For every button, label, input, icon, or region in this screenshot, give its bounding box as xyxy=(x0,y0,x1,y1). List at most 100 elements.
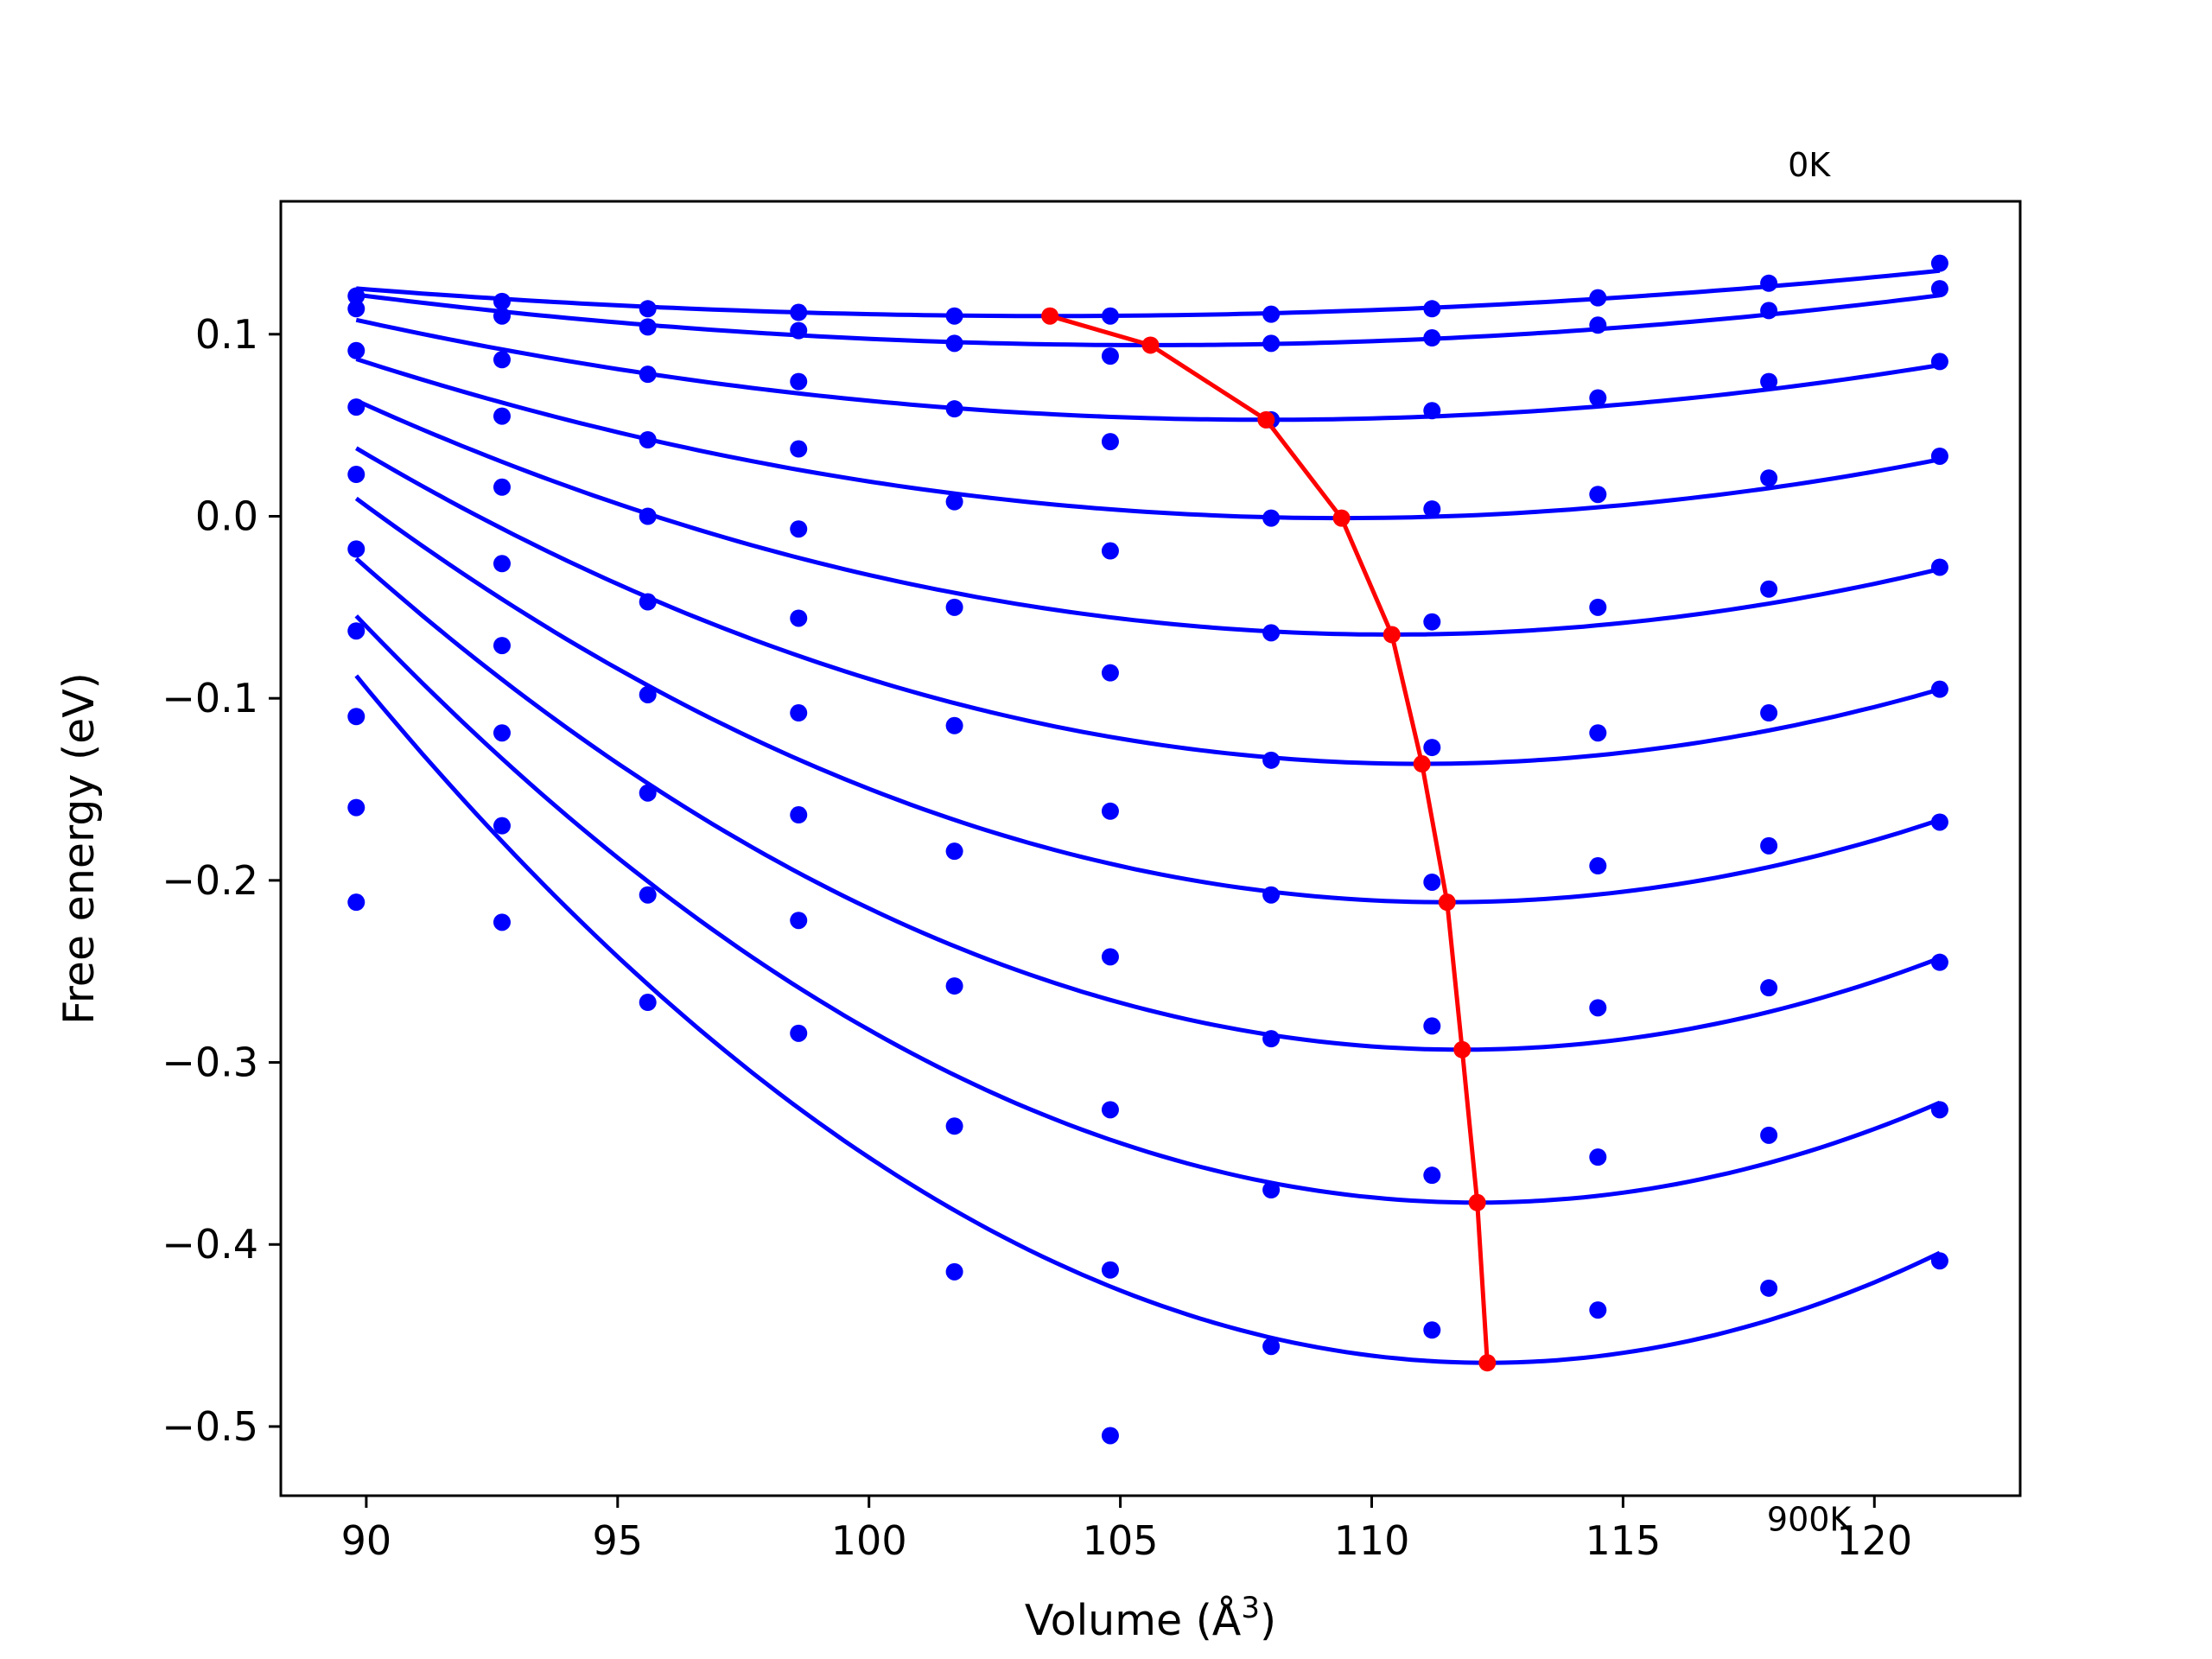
minima-line xyxy=(1049,314,1490,1363)
y-tick-label: −0.4 xyxy=(162,1221,258,1268)
data-point xyxy=(1423,613,1441,631)
data-point xyxy=(1262,305,1281,323)
data-point xyxy=(945,842,963,861)
x-axis-title: Volume (Å3) xyxy=(1025,1591,1276,1645)
fit-curve-8 xyxy=(354,614,1941,1205)
data-point xyxy=(1423,873,1441,891)
x-tick-label: 95 xyxy=(593,1517,644,1564)
data-point xyxy=(790,303,808,321)
data-point xyxy=(493,407,511,425)
data-point xyxy=(790,440,808,458)
data-point xyxy=(790,372,808,391)
data-point xyxy=(1101,542,1119,560)
data-point xyxy=(790,1024,808,1042)
data-point xyxy=(1262,624,1281,642)
x-tick-label: 110 xyxy=(1334,1517,1410,1564)
data-point xyxy=(493,637,511,655)
data-point xyxy=(347,398,365,416)
data-point xyxy=(790,806,808,824)
y-tick-label: −0.1 xyxy=(162,675,258,721)
data-points-layer xyxy=(347,254,1948,1445)
data-point xyxy=(790,520,808,538)
data-point xyxy=(639,593,657,611)
annotation-900k: 900K xyxy=(1767,1500,1853,1538)
data-point xyxy=(1262,509,1281,527)
x-tick-label: 120 xyxy=(1836,1517,1912,1564)
data-point xyxy=(1101,1427,1119,1445)
minimum-point xyxy=(1468,1193,1486,1211)
data-point xyxy=(1930,953,1948,971)
data-point xyxy=(1262,886,1281,904)
data-point xyxy=(639,300,657,318)
data-point xyxy=(945,400,963,418)
data-point xyxy=(493,817,511,835)
data-point xyxy=(1423,300,1441,318)
data-point xyxy=(347,708,365,726)
plot-frame xyxy=(279,200,2022,1497)
minimum-point xyxy=(1141,336,1160,354)
x-tick-label: 90 xyxy=(341,1517,392,1564)
data-point xyxy=(347,466,365,484)
data-point xyxy=(493,307,511,325)
data-point xyxy=(1262,1338,1281,1356)
data-point xyxy=(1589,857,1607,875)
minimum-point xyxy=(1041,307,1059,325)
data-point xyxy=(945,716,963,734)
data-point xyxy=(1423,1017,1441,1035)
data-point xyxy=(1589,724,1607,742)
data-point xyxy=(1760,704,1778,722)
data-point xyxy=(639,784,657,802)
data-point xyxy=(1589,486,1607,504)
fit-curve-0 xyxy=(356,268,1941,319)
data-point xyxy=(1101,948,1119,966)
data-point xyxy=(790,912,808,930)
data-point xyxy=(1101,347,1119,365)
data-point xyxy=(1101,664,1119,682)
data-point xyxy=(945,307,963,325)
data-point xyxy=(347,540,365,558)
data-point xyxy=(945,977,963,995)
fit-curve-2 xyxy=(355,317,1941,423)
data-point xyxy=(1930,353,1948,371)
data-point xyxy=(1760,979,1778,997)
minimum-point xyxy=(1478,1354,1497,1372)
x-tick-label: 105 xyxy=(1083,1517,1159,1564)
data-point xyxy=(347,893,365,912)
data-point xyxy=(945,1117,963,1135)
data-point xyxy=(493,555,511,573)
data-point xyxy=(1101,433,1119,451)
data-point xyxy=(1589,1301,1607,1319)
data-point xyxy=(1101,1261,1119,1279)
fit-curves-layer xyxy=(354,268,1941,1365)
minimum-point xyxy=(1413,755,1431,773)
x-tick-label: 100 xyxy=(831,1517,907,1564)
minimum-point xyxy=(1332,509,1351,527)
y-tick-label: 0.1 xyxy=(195,311,258,358)
data-point xyxy=(945,598,963,616)
data-point xyxy=(945,493,963,511)
data-point xyxy=(639,507,657,525)
data-point xyxy=(1760,580,1778,598)
minimum-point xyxy=(1382,626,1401,644)
data-point xyxy=(1760,836,1778,855)
data-point xyxy=(1262,1030,1281,1048)
data-point xyxy=(493,724,511,742)
y-tick-label: 0.0 xyxy=(195,493,258,539)
y-tick-label: −0.2 xyxy=(162,857,258,904)
data-point xyxy=(347,798,365,817)
data-point xyxy=(1423,500,1441,518)
data-point xyxy=(493,913,511,931)
data-point xyxy=(1423,329,1441,347)
data-point xyxy=(1589,598,1607,616)
data-point xyxy=(1423,402,1441,420)
data-point xyxy=(1262,334,1281,353)
data-point xyxy=(790,704,808,722)
data-point xyxy=(1589,316,1607,334)
data-point xyxy=(347,300,365,318)
data-point xyxy=(1101,1101,1119,1119)
data-point xyxy=(1760,274,1778,292)
data-point xyxy=(1262,751,1281,769)
data-point xyxy=(790,321,808,340)
y-axis-title: Free energy (eV) xyxy=(54,672,104,1025)
data-point xyxy=(1589,389,1607,407)
